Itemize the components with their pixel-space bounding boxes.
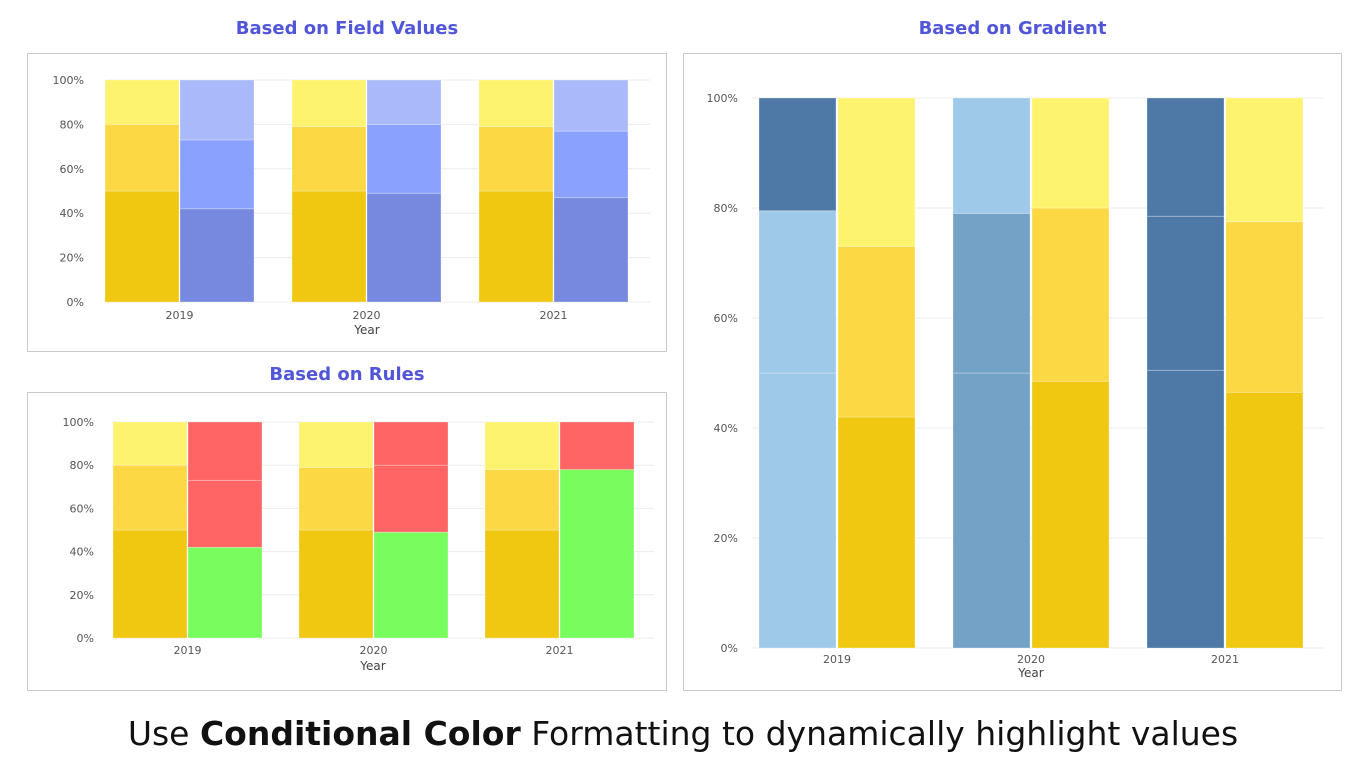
y-tick-label: 100%	[63, 416, 94, 429]
y-tick-label: 40%	[60, 207, 84, 220]
x-tick-label: 2019	[823, 653, 851, 666]
bar-segment	[373, 421, 449, 466]
x-axis-label: Year	[1017, 666, 1043, 680]
chart-panel-field-values: 0% 20% 40% 60% 80% 100% 2019 2020 2021 Year	[27, 53, 667, 352]
bar-segment	[758, 210, 837, 374]
bar-segment	[1225, 97, 1304, 223]
y-tick-label: 60%	[70, 502, 94, 515]
bar-segment	[366, 192, 442, 303]
y-tick-label: 0%	[721, 642, 738, 655]
bar-segment	[1146, 215, 1225, 371]
y-tick-label: 100%	[707, 92, 738, 105]
bar-segment	[112, 421, 188, 466]
bar-segment	[484, 529, 560, 639]
bar-segment	[112, 464, 188, 531]
bar-segment	[373, 464, 449, 533]
y-tick-label: 40%	[714, 422, 738, 435]
bar-segment	[1146, 97, 1225, 217]
chart-title-rules: Based on Rules	[269, 364, 425, 385]
y-tick-label: 60%	[60, 163, 84, 176]
bar-segment	[366, 79, 442, 125]
bar-segment	[837, 97, 916, 247]
bar-segment	[478, 79, 554, 128]
bar-segment	[291, 190, 367, 303]
bar-segment	[291, 79, 367, 128]
bar-segment	[952, 97, 1031, 214]
bar-segment	[187, 421, 263, 481]
chart-gradient: 0% 20% 40% 60% 80% 100% 2019 2020 2021 Year	[707, 92, 1324, 680]
bar-segment	[112, 529, 188, 639]
bar-segment	[104, 79, 180, 125]
x-tick-label: 2020	[1017, 653, 1045, 666]
bar-segment	[484, 421, 560, 470]
chart-panel-rules: 0% 20% 40% 60% 80% 100% 2019 2020 2021 Year	[27, 392, 667, 691]
y-tick-label: 80%	[60, 118, 84, 131]
caption: Use Conditional Color Formatting to dyna…	[0, 714, 1366, 753]
bar-segment	[1031, 207, 1110, 382]
bar-segment	[478, 190, 554, 303]
x-axis-label: Year	[353, 323, 379, 337]
caption-prefix: Use	[127, 714, 200, 753]
bar-segment	[1031, 97, 1110, 209]
bar-segment	[559, 421, 635, 470]
bar-segment	[291, 126, 367, 192]
bar-segment	[758, 97, 837, 212]
x-tick-label: 2021	[1211, 653, 1239, 666]
bar-segment	[298, 529, 374, 639]
y-tick-label: 80%	[714, 202, 738, 215]
bar-segment	[1146, 369, 1225, 649]
x-tick-label: 2021	[540, 309, 568, 322]
bar-segment	[478, 126, 554, 192]
bar-segment	[373, 531, 449, 639]
y-tick-label: 60%	[714, 312, 738, 325]
bar-segment	[837, 416, 916, 649]
bar-segment	[553, 197, 629, 303]
bar-segment	[187, 479, 263, 548]
bar-segment	[484, 469, 560, 531]
x-axis-label: Year	[359, 659, 385, 673]
x-tick-label: 2019	[166, 309, 194, 322]
chart-title-field-values: Based on Field Values	[235, 18, 459, 39]
bar-segment	[559, 469, 635, 639]
bar-segment	[298, 466, 374, 531]
bar-segment	[187, 546, 263, 639]
y-tick-label: 0%	[77, 632, 94, 645]
y-tick-label: 20%	[70, 589, 94, 602]
bar-segment	[298, 421, 374, 468]
bar-segment	[179, 79, 255, 141]
bar-segment	[952, 213, 1031, 374]
bar-segment	[104, 190, 180, 303]
bar-segment	[952, 372, 1031, 649]
y-tick-label: 80%	[70, 459, 94, 472]
bar-segment	[1031, 380, 1110, 649]
chart-rules: 0% 20% 40% 60% 80% 100% 2019 2020 2021 Year	[63, 416, 654, 673]
chart-title-gradient: Based on Gradient	[918, 18, 1107, 39]
bar-segment	[1225, 221, 1304, 393]
chart-panel-gradient: 0% 20% 40% 60% 80% 100% 2019 2020 2021 Year	[683, 53, 1342, 691]
caption-suffix: Formatting to dynamically highlight valu…	[520, 714, 1239, 753]
y-tick-label: 100%	[53, 74, 84, 87]
bar-segment	[179, 139, 255, 210]
y-tick-label: 20%	[714, 532, 738, 545]
y-tick-label: 40%	[70, 546, 94, 559]
bar-segment	[1225, 391, 1304, 649]
bar-segment	[553, 130, 629, 199]
y-tick-label: 20%	[60, 252, 84, 265]
bar-segment	[758, 372, 837, 649]
y-tick-label: 0%	[67, 296, 84, 309]
chart-field-values: 0% 20% 40% 60% 80% 100% 2019 2020 2021 Year	[53, 74, 650, 337]
bar-segment	[104, 124, 180, 192]
x-tick-label: 2020	[353, 309, 381, 322]
bar-segment	[837, 246, 916, 418]
caption-bold: Conditional Color	[199, 714, 521, 753]
bar-segment	[366, 124, 442, 194]
x-tick-label: 2021	[546, 644, 574, 657]
bar-segment	[553, 79, 629, 132]
x-tick-label: 2020	[360, 644, 388, 657]
x-tick-label: 2019	[174, 644, 202, 657]
bar-segment	[179, 208, 255, 303]
